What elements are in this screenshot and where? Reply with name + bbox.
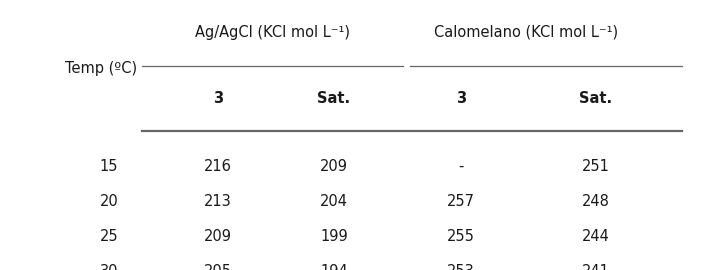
Text: -: - <box>458 158 464 174</box>
Text: 257: 257 <box>447 194 475 209</box>
Text: 199: 199 <box>320 229 348 244</box>
Text: 251: 251 <box>582 158 609 174</box>
Text: Sat.: Sat. <box>579 91 612 106</box>
Text: 241: 241 <box>582 264 609 270</box>
Text: 216: 216 <box>204 158 232 174</box>
Text: 15: 15 <box>99 158 118 174</box>
Text: 255: 255 <box>447 229 475 244</box>
Text: 253: 253 <box>447 264 475 270</box>
Text: 30: 30 <box>99 264 118 270</box>
Text: 248: 248 <box>582 194 609 209</box>
Text: 209: 209 <box>320 158 348 174</box>
Text: 25: 25 <box>99 229 118 244</box>
Text: Temp (ºC): Temp (ºC) <box>65 61 137 76</box>
Text: Sat.: Sat. <box>317 91 351 106</box>
Text: 244: 244 <box>582 229 609 244</box>
Text: 194: 194 <box>320 264 348 270</box>
Text: 20: 20 <box>99 194 118 209</box>
Text: 209: 209 <box>204 229 232 244</box>
Text: 213: 213 <box>204 194 232 209</box>
Text: Calomelano (KCl mol L⁻¹): Calomelano (KCl mol L⁻¹) <box>434 25 619 40</box>
Text: 205: 205 <box>204 264 232 270</box>
Text: 3: 3 <box>456 91 466 106</box>
Text: 3: 3 <box>213 91 223 106</box>
Text: 204: 204 <box>320 194 348 209</box>
Text: Ag/AgCl (KCl mol L⁻¹): Ag/AgCl (KCl mol L⁻¹) <box>195 25 350 40</box>
